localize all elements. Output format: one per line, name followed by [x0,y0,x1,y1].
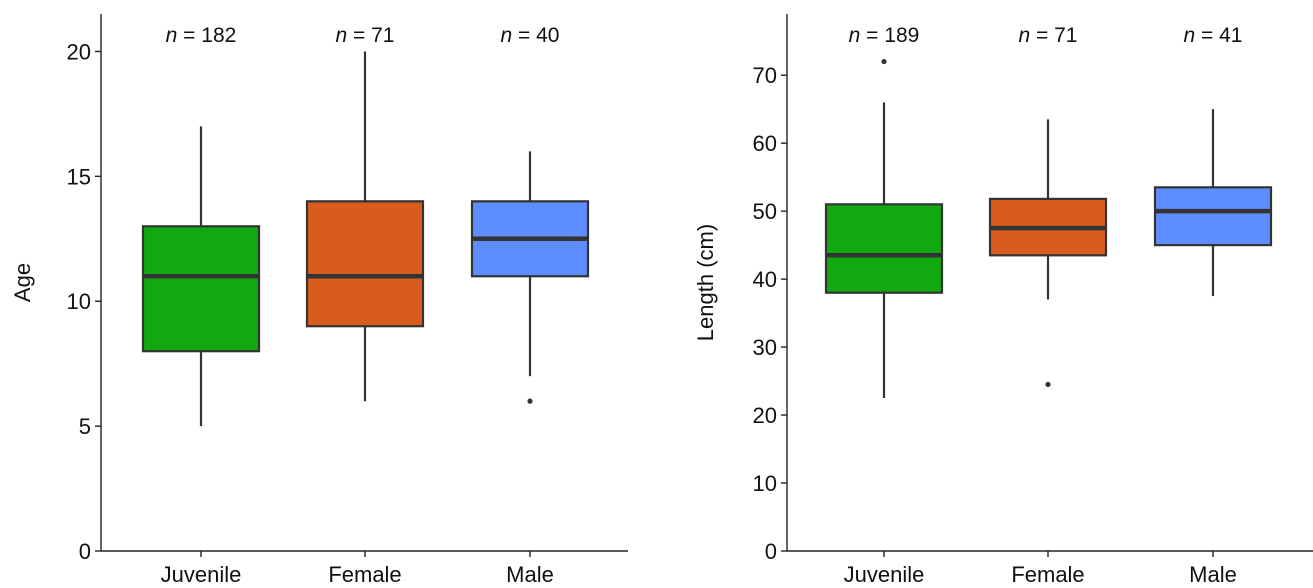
y-tick-label: 0 [79,539,91,564]
y-tick-label: 5 [79,414,91,439]
y-tick-label: 10 [753,471,777,496]
x-tick-label: Juvenile [844,562,925,587]
box-juvenile [824,203,944,294]
x-tick-label: Female [328,562,401,587]
n-label: n = 71 [336,24,395,47]
y-tick-label: 10 [67,289,91,314]
y-tick-label: 70 [753,63,777,88]
n-label: n = 71 [1019,24,1078,47]
y-tick-label: 60 [753,131,777,156]
outlier-point [881,58,887,65]
n-label: n = 182 [166,24,237,47]
box-female [305,200,425,328]
n-label: n = 40 [501,24,560,47]
y-tick-label: 50 [753,199,777,224]
x-tick-label: Male [1189,562,1237,587]
outlier-point [1045,381,1051,388]
y-axis-title: Age [10,263,35,302]
length-panel: 0 10 20 30 40 50 60 70 Length (cm) Juvenile n = 18… [693,14,1313,587]
outlier-point [527,398,533,404]
y-tick-label: 20 [753,403,777,428]
y-tick-label: 20 [67,39,91,64]
x-tick-label: Juvenile [161,562,242,587]
age-panel: 0 5 10 15 20 Age Juvenile n = 182 Female n = 71 Ma… [10,14,628,587]
y-tick-label: 0 [765,539,777,564]
y-tick-label: 15 [67,164,91,189]
y-tick-label: 40 [753,267,777,292]
y-axis-title: Length (cm) [693,224,718,341]
y-tick-label: 30 [753,335,777,360]
x-tick-label: Male [506,562,554,587]
n-label: n = 189 [849,24,920,47]
n-label: n = 41 [1184,24,1243,47]
box-juvenile [141,225,261,353]
box-male [1153,186,1273,247]
x-tick-label: Female [1011,562,1084,587]
